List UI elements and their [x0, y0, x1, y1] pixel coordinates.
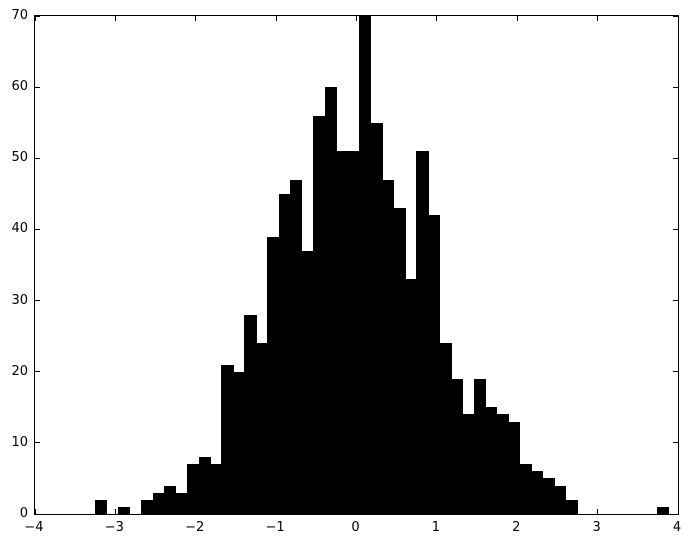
histogram-bar	[164, 485, 177, 514]
histogram-bar	[347, 151, 360, 514]
y-tick	[35, 157, 40, 159]
x-tick	[356, 509, 357, 514]
y-tick	[35, 513, 40, 515]
x-tick-label: 3	[592, 520, 601, 535]
y-tick-label: 70	[11, 8, 28, 23]
histogram-bar	[232, 371, 246, 514]
histogram-bar	[95, 499, 108, 514]
histogram-bar	[404, 279, 418, 514]
x-tick-top	[436, 16, 438, 21]
histogram-bar	[359, 16, 372, 514]
y-tick-right	[673, 228, 678, 230]
x-tick-top	[114, 16, 116, 21]
x-tick	[436, 509, 438, 514]
histogram-bar	[209, 464, 223, 514]
x-tick-top	[356, 16, 357, 21]
histogram-bar	[554, 485, 567, 514]
histogram-bar	[519, 464, 532, 514]
x-tick-top	[195, 16, 197, 21]
x-tick	[516, 509, 518, 514]
y-tick-label: 60	[11, 79, 28, 95]
histogram-bar	[313, 115, 326, 514]
y-tick-label: 0	[19, 506, 28, 521]
x-tick	[195, 509, 197, 514]
histogram-bar	[473, 378, 486, 514]
histogram-bar	[187, 464, 200, 514]
y-tick-label: 10	[11, 434, 28, 450]
x-tick-label: −3	[104, 520, 124, 535]
histogram-bar	[462, 414, 475, 514]
y-tick-right	[673, 442, 678, 444]
histogram-bar	[255, 343, 268, 514]
histogram-bar	[175, 492, 188, 514]
x-tick-top	[597, 16, 599, 21]
x-tick-label: 1	[431, 520, 441, 535]
histogram-bar	[336, 151, 349, 514]
histogram-bar	[416, 151, 429, 514]
histogram-bar	[427, 215, 441, 514]
y-tick-right	[673, 15, 678, 17]
x-tick	[677, 509, 679, 514]
histogram-bar	[370, 122, 383, 514]
x-tick-label: −2	[185, 520, 205, 535]
histogram-bar	[485, 407, 498, 514]
histogram-bar	[198, 457, 211, 514]
y-tick	[35, 371, 40, 373]
x-tick-label: 0	[351, 520, 360, 535]
plot-area	[34, 15, 679, 515]
histogram-bar	[278, 193, 291, 514]
histogram-bar	[531, 471, 544, 514]
x-tick	[275, 509, 277, 514]
histogram-bar	[439, 343, 452, 514]
y-tick-label: 20	[11, 363, 28, 379]
x-tick-top	[516, 16, 518, 21]
y-tick-right	[673, 371, 678, 373]
histogram-bar	[118, 506, 131, 514]
histogram-bar	[301, 250, 314, 514]
histogram-bar	[382, 179, 395, 514]
histogram-bar	[508, 421, 521, 514]
x-tick-label: −1	[265, 520, 285, 535]
x-tick-label: 4	[672, 520, 682, 535]
histogram-bar	[324, 87, 337, 514]
y-tick-label: 50	[11, 150, 28, 166]
x-tick-top	[677, 16, 679, 21]
histogram-bar	[496, 414, 509, 514]
y-tick-label: 40	[11, 221, 28, 237]
histogram-bar	[657, 506, 670, 514]
histogram-bar	[267, 236, 280, 514]
histogram-bar	[393, 208, 406, 514]
histogram-bar	[244, 314, 257, 514]
y-tick-right	[673, 86, 678, 88]
histogram-bar	[141, 499, 154, 514]
x-tick-top	[34, 16, 36, 21]
x-tick	[114, 509, 116, 514]
histogram-bar	[152, 492, 165, 514]
x-tick-top	[275, 16, 277, 21]
y-tick	[35, 15, 40, 17]
y-tick-right	[673, 513, 678, 515]
x-tick-label: 2	[512, 520, 521, 535]
histogram-bar	[221, 364, 234, 514]
y-tick-right	[673, 157, 678, 159]
y-tick-right	[673, 300, 678, 302]
histogram-bar	[290, 179, 303, 514]
y-tick	[35, 86, 40, 88]
histogram-bar	[450, 378, 463, 514]
x-tick	[34, 509, 36, 514]
x-tick-label: −4	[24, 520, 44, 535]
histogram-bar	[565, 499, 578, 514]
histogram-bar	[542, 478, 555, 514]
x-tick	[597, 509, 599, 514]
y-tick	[35, 300, 40, 302]
y-tick	[35, 228, 40, 230]
y-tick-label: 30	[11, 292, 28, 308]
y-tick	[35, 442, 40, 444]
